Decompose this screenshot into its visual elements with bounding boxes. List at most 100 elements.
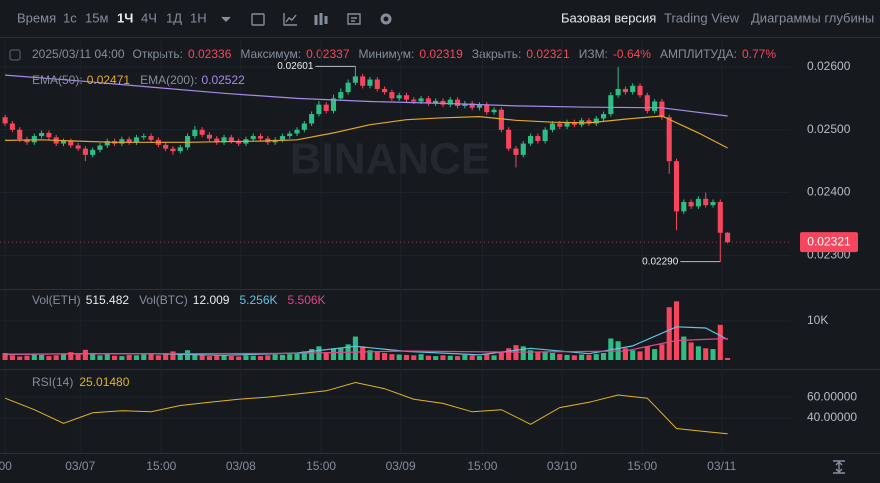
volume-bar <box>403 354 410 360</box>
interval-button[interactable]: 1Ч <box>117 10 133 25</box>
x-tick-label: 03/11 <box>707 459 736 473</box>
volume-bar <box>39 354 45 360</box>
view-tab[interactable]: Trading View <box>664 10 740 25</box>
candle-body <box>535 136 541 142</box>
calendar-icon[interactable] <box>251 13 265 26</box>
volume-bar <box>170 351 176 360</box>
volume-bar <box>338 347 344 360</box>
volume-bar <box>389 354 395 360</box>
toolbar-icons <box>221 13 845 474</box>
watermark: BINANCE <box>290 135 490 184</box>
template-icon[interactable] <box>347 13 361 25</box>
y-tick-label: 40.00000 <box>807 410 857 424</box>
volume-bar <box>185 350 191 360</box>
candle-body <box>549 123 555 130</box>
candle-body <box>608 95 614 115</box>
volume-bar <box>60 353 67 360</box>
candle-body <box>622 88 628 93</box>
legend-name: Vol(ETH) <box>32 293 81 307</box>
volume-bar <box>433 356 439 360</box>
candle-body <box>725 232 731 243</box>
last-price-box <box>800 232 858 253</box>
candle-body <box>68 141 74 146</box>
volume-bar <box>462 354 468 360</box>
view-tab[interactable]: Диаграммы глубины <box>751 10 874 25</box>
interval-button[interactable]: 1с <box>63 10 77 25</box>
dropdown-icon[interactable] <box>221 16 231 22</box>
legend-value: 0.02522 <box>201 73 245 87</box>
settings-icon[interactable] <box>380 13 392 25</box>
candle-body <box>447 99 453 105</box>
interval-button[interactable]: 4Ч <box>141 10 157 25</box>
candle-body <box>323 104 329 111</box>
volume-bar <box>214 355 220 360</box>
candle-body <box>39 132 45 137</box>
indicator-icon[interactable] <box>283 13 297 26</box>
candle-time: 2025/03/11 04:00 <box>32 47 125 61</box>
volume-bar <box>257 356 264 360</box>
candle-body <box>90 149 96 155</box>
info-value: 0.02336 <box>188 47 232 61</box>
candle-body <box>46 132 52 138</box>
volume-bar <box>498 351 504 360</box>
volume-bar <box>360 346 366 360</box>
volume-bar <box>82 349 88 360</box>
x-tick-label: 03/10 <box>547 459 577 473</box>
candle-body <box>681 201 687 212</box>
volume-bar <box>673 301 680 360</box>
candle-body <box>301 123 307 130</box>
volume-bar <box>236 356 242 360</box>
volume-bar <box>330 348 337 360</box>
legend-value: 12.009 <box>193 293 230 307</box>
candle-body <box>294 129 300 134</box>
legend-value: 25.01480 <box>79 375 129 389</box>
volume-bar <box>53 355 59 360</box>
legend-value: 5.256K <box>239 293 277 307</box>
volume-bar <box>163 352 169 360</box>
candle-body <box>163 144 169 149</box>
candle-body <box>418 98 424 102</box>
info-label: АМПЛИТУДА: <box>660 47 737 61</box>
info-value: 0.77% <box>742 47 776 61</box>
candle-body <box>170 148 176 152</box>
y-tick-label: 0.02500 <box>807 122 851 136</box>
candle-body <box>24 139 30 143</box>
candle-body <box>338 92 344 99</box>
candle-body <box>630 85 636 93</box>
volume-bar <box>323 352 329 360</box>
view-tab[interactable]: Базовая версия <box>561 10 656 25</box>
interval-button[interactable]: 1Н <box>190 10 207 25</box>
y-tick-label: 0.02400 <box>807 185 851 199</box>
interval-button[interactable]: 15м <box>85 10 108 25</box>
chart-type-icon[interactable] <box>314 13 328 25</box>
scale-icon[interactable] <box>833 460 845 474</box>
volume-bar <box>382 352 388 360</box>
candle-body <box>214 138 220 143</box>
candle-body <box>199 129 205 135</box>
candle-body <box>586 120 592 124</box>
candle-body <box>593 118 599 124</box>
candle-body <box>279 136 285 140</box>
candle-body <box>688 201 694 207</box>
candle-body <box>403 95 410 100</box>
candle-body <box>250 136 256 140</box>
volume-bar <box>272 354 278 360</box>
candle-body <box>17 129 23 140</box>
x-tick-label: 03/07 <box>65 459 95 473</box>
volume-bar <box>396 354 402 360</box>
collapse-icon[interactable] <box>9 49 21 61</box>
last-price-label: 0.02321 <box>807 234 851 248</box>
interval-button[interactable]: 1Д <box>166 10 182 25</box>
candle-body <box>236 141 242 144</box>
volume-bar <box>571 355 577 360</box>
indicator-line <box>5 74 728 117</box>
info-value: 0.02337 <box>306 47 350 61</box>
candle-body <box>520 143 526 155</box>
volume-bar <box>104 354 110 360</box>
volume-bar <box>148 354 154 360</box>
volume-bar <box>68 352 74 360</box>
candle-body <box>352 76 358 83</box>
info-label: Максимум: <box>240 47 301 61</box>
candle-body <box>455 99 461 106</box>
